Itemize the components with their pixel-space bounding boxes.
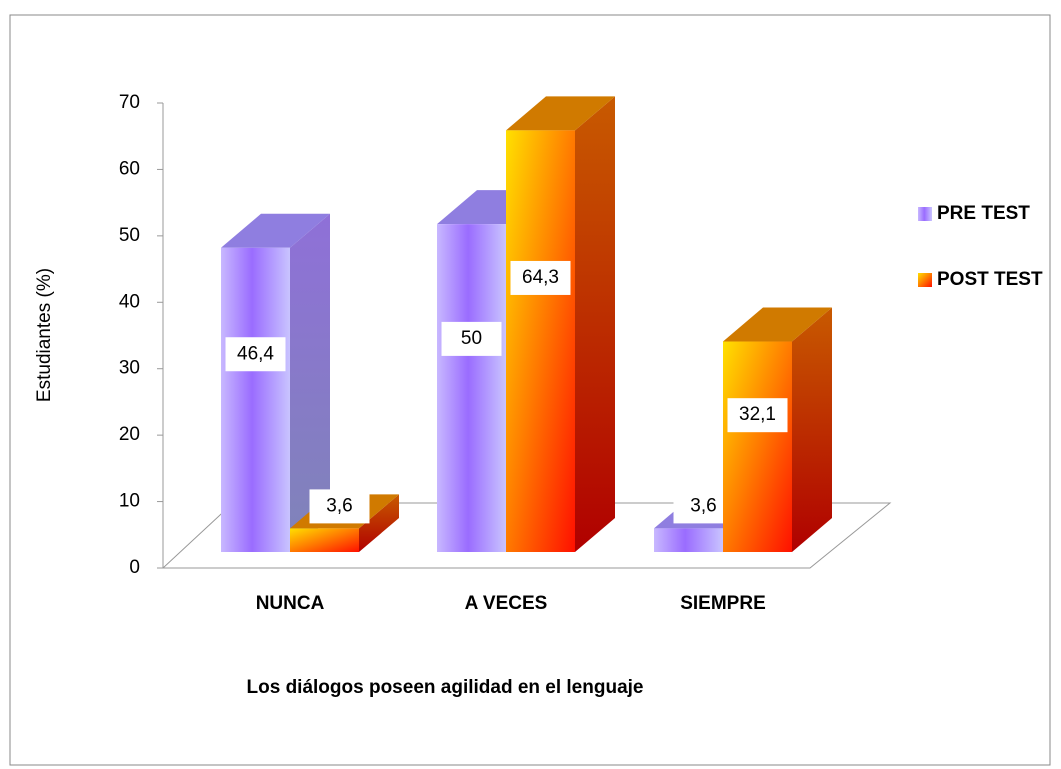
y-tick-label: 50: [119, 225, 140, 246]
bar: [290, 528, 359, 552]
bar: [506, 130, 575, 552]
legend-swatch: [918, 207, 932, 221]
data-label: 32,1: [739, 404, 776, 425]
y-axis-title: Estudiantes (%): [34, 268, 55, 402]
bar: [221, 247, 290, 552]
data-label-box: [309, 489, 370, 524]
bar-top: [221, 213, 330, 248]
bar: [723, 341, 792, 552]
bar-top: [506, 96, 615, 131]
data-label: 64,3: [522, 267, 559, 288]
y-tick-label: 30: [119, 358, 140, 379]
y-tick-label: 70: [119, 92, 140, 113]
y-tick-label: 0: [129, 557, 140, 578]
legend-label: PRE TEST: [937, 203, 1030, 224]
chart-border: [9, 14, 1051, 766]
y-tick-label: 60: [119, 158, 140, 179]
legend-swatch: [918, 273, 932, 287]
legend-label: POST TEST: [937, 269, 1043, 290]
x-tick-label: SIEMPRE: [680, 593, 766, 614]
x-tick-label: NUNCA: [256, 593, 325, 614]
data-label: 3,6: [690, 495, 716, 516]
bar-side: [792, 307, 832, 552]
data-label: 46,4: [237, 343, 274, 364]
data-label: 50: [461, 328, 482, 349]
data-label-box: [727, 398, 788, 433]
data-label: 3,6: [326, 495, 352, 516]
data-label-box: [441, 321, 502, 356]
x-axis-title: Los diálogos poseen agilidad en el lengu…: [247, 677, 644, 698]
y-tick-label: 20: [119, 424, 140, 445]
bar-top: [723, 307, 832, 342]
bar-side: [575, 96, 615, 552]
data-label-box: [510, 260, 571, 295]
bar-side: [290, 213, 330, 552]
bar-side: [359, 494, 399, 552]
y-tick-label: 40: [119, 291, 140, 312]
y-tick-label: 10: [119, 491, 140, 512]
data-label-box: [225, 337, 286, 372]
floor: [161, 502, 892, 569]
bar: [654, 528, 723, 552]
bar: [437, 224, 506, 552]
x-tick-label: A VECES: [465, 593, 548, 614]
